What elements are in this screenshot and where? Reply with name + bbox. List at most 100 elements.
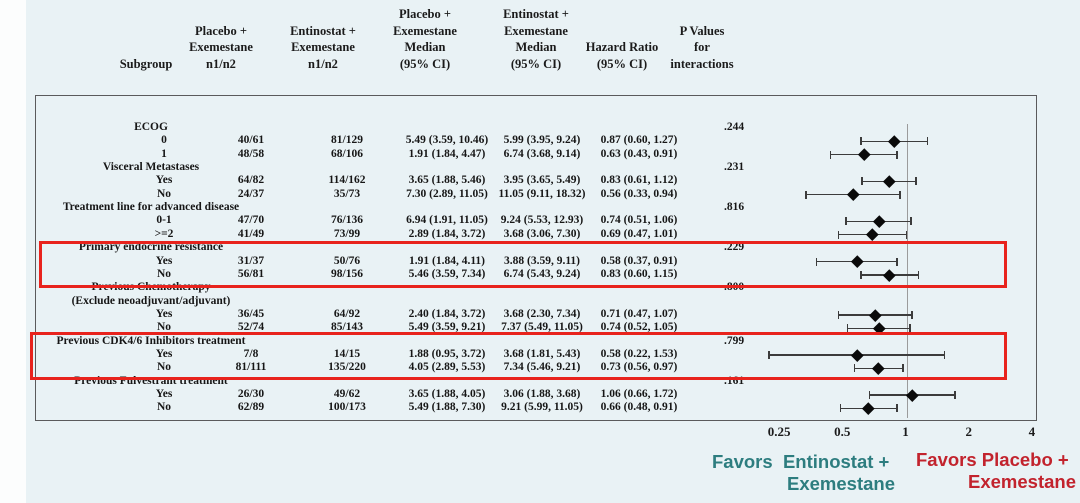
ci-cap-left — [861, 177, 864, 186]
hazard-ratio-ci: 1.06 (0.66, 1.72) — [600, 388, 678, 400]
favors-entinostat-label-line1: Favors Entinostat + — [712, 451, 890, 472]
forest-row-data: Yes 64/82 114/162 3.65 (1.88, 5.46) 3.95 (3.… — [36, 174, 1036, 188]
placebo-median-ci: 5.46 (3.59, 7.34) — [408, 267, 486, 280]
ci-cap-right — [943, 350, 946, 359]
forest-row-data: Yes 7/8 14/15 1.88 (0.95, 3.72) 3.68 (1.81, … — [36, 348, 1036, 362]
ci-cap-left — [805, 190, 807, 199]
subgroup-level-label: Yes — [155, 254, 173, 267]
p-value-interaction: .799 — [723, 334, 745, 347]
ci-cap-left — [829, 150, 832, 159]
placebo-median-ci: 1.91 (1.84, 4.47) — [408, 147, 486, 160]
column-header-hazard-ratio: Hazard Ratio (95% CI) — [585, 40, 659, 71]
entinostat-n1-n2: 14/15 — [333, 347, 361, 360]
entinostat-n1-n2: 85/143 — [331, 321, 363, 334]
ci-cap-left — [768, 350, 771, 359]
reference-line-hr-1 — [906, 124, 908, 418]
favors-entinostat-label-line2: Exemestane — [787, 473, 895, 494]
hr-diamond-marker — [858, 148, 871, 161]
hr-diamond-marker — [905, 388, 918, 402]
hr-diamond-marker — [887, 135, 900, 148]
ci-cap-right — [902, 364, 904, 373]
ci-cap-right — [917, 270, 920, 279]
placebo-n1-n2: 40/61 — [237, 134, 265, 147]
x-axis-tick-label: 1 — [902, 424, 909, 439]
forest-row-data: 0 40/61 81/129 5.49 (3.59, 10.46) 5.99 (3.95… — [36, 134, 1036, 148]
favors-placebo-label-line1: Favors Placebo + — [916, 449, 1069, 470]
entinostat-median-ci: 7.34 (5.46, 9.21) — [503, 361, 581, 374]
ci-cap-left — [837, 230, 840, 239]
placebo-median-ci: 7.30 (2.89, 11.05) — [406, 187, 488, 200]
column-header-entinostat-median: Entinostat + Exemestane Median (95% CI) — [503, 7, 569, 71]
ci-cap-right — [911, 310, 913, 319]
ci-cap-right — [896, 257, 898, 266]
entinostat-median-ci: 9.24 (5.53, 12.93) — [500, 214, 584, 227]
column-header-entinostat-n: Entinostat + Exemestane n1/n2 — [290, 23, 356, 71]
forest-row-data: 0-1 47/70 76/136 6.94 (1.91, 11.05) 9.24 (5.… — [36, 214, 1036, 228]
placebo-n1-n2: 24/37 — [237, 187, 265, 200]
p-value-interaction: .244 — [723, 121, 745, 133]
ci-cap-right — [910, 217, 912, 226]
column-header-placebo-n: Placebo + Exemestane n1/n2 — [189, 23, 253, 71]
subgroup-level-label: Yes — [155, 388, 173, 400]
hazard-ratio-ci: 0.71 (0.47, 1.07) — [600, 307, 678, 320]
placebo-median-ci: 2.40 (1.84, 3.72) — [408, 307, 486, 320]
entinostat-median-ci: 3.88 (3.59, 9.11) — [503, 254, 581, 267]
left-margin-strip — [0, 0, 26, 503]
ci-cap-right — [899, 190, 901, 199]
entinostat-n1-n2: 135/220 — [328, 361, 366, 374]
entinostat-n1-n2: 100/173 — [328, 401, 366, 414]
hr-diamond-marker — [869, 308, 882, 321]
hazard-ratio-ci: 0.73 (0.56, 0.97) — [600, 361, 678, 374]
forest-row-group: Previous CDK4/6 Inhibitors treatment .799 — [36, 335, 1036, 349]
placebo-median-ci: 1.88 (0.95, 3.72) — [408, 347, 486, 360]
placebo-median-ci: 1.91 (1.84, 4.11) — [408, 254, 486, 267]
hazard-ratio-ci: 0.69 (0.47, 1.01) — [600, 227, 678, 240]
x-axis-tick-label: 0.25 — [767, 424, 791, 439]
hr-diamond-marker — [883, 175, 896, 188]
column-header-p-values: P Values for interactions — [670, 23, 734, 71]
entinostat-median-ci: 5.99 (3.95, 9.24) — [503, 134, 581, 147]
forest-row-data: No 56/81 98/156 5.46 (3.59, 7.34) 6.74 (5.43… — [36, 268, 1036, 282]
ci-cap-left — [859, 137, 862, 146]
entinostat-median-ci: 6.74 (3.68, 9.14) — [503, 147, 581, 160]
placebo-n1-n2: 56/81 — [237, 267, 265, 280]
ci-cap-right — [909, 324, 911, 333]
entinostat-median-ci: 11.05 (9.11, 18.32) — [498, 187, 586, 200]
forest-plot-area: ECOG .244 0 40/61 81/129 5.49 (3.59, 10.46) 5.… — [35, 95, 1037, 421]
placebo-median-ci: 5.49 (1.88, 7.30) — [408, 401, 486, 414]
highlight-box-primary-endocrine-resistance — [39, 241, 1007, 288]
subgroup-level-label: No — [156, 361, 172, 374]
x-axis-tick-label: 0.5 — [834, 424, 851, 439]
entinostat-n1-n2: 68/106 — [331, 147, 363, 160]
favors-placebo-label-line2: Exemestane — [968, 471, 1076, 492]
subgroup-level-label: 0 — [161, 134, 167, 147]
placebo-n1-n2: 36/45 — [237, 307, 265, 320]
hazard-ratio-ci: 0.58 (0.37, 0.91) — [600, 254, 678, 267]
entinostat-n1-n2: 73/99 — [333, 227, 361, 240]
placebo-median-ci: 3.65 (1.88, 5.46) — [408, 174, 486, 187]
subgroup-level-label: No — [156, 267, 172, 280]
ci-cap-left — [837, 310, 840, 319]
forest-row-group: ECOG .244 — [36, 121, 1036, 135]
p-value-interaction: .231 — [723, 161, 745, 174]
placebo-median-ci: 3.65 (1.88, 4.05) — [408, 388, 486, 400]
subgroup-level-label: Yes — [155, 347, 173, 360]
hazard-ratio-ci: 0.74 (0.52, 1.05) — [600, 321, 678, 334]
hazard-ratio-ci: 0.56 (0.33, 0.94) — [600, 187, 678, 200]
hazard-ratio-ci: 0.83 (0.60, 1.15) — [600, 267, 678, 280]
ci-cap-right — [896, 150, 898, 159]
entinostat-median-ci: 3.95 (3.65, 5.49) — [503, 174, 581, 187]
subgroup-level-label: No — [156, 321, 172, 334]
hr-diamond-marker — [847, 188, 860, 201]
forest-row-data: Yes 31/37 50/76 1.91 (1.84, 4.11) 3.88 (3.59… — [36, 255, 1036, 269]
ci-cap-left — [859, 270, 862, 279]
entinostat-n1-n2: 49/62 — [333, 388, 361, 400]
forest-row-group: Primary endocrine resistance .229 — [36, 241, 1036, 255]
entinostat-n1-n2: 76/136 — [331, 214, 363, 227]
placebo-n1-n2: 64/82 — [237, 174, 265, 187]
entinostat-median-ci: 3.06 (1.88, 3.68) — [503, 388, 581, 400]
entinostat-n1-n2: 114/162 — [328, 174, 366, 187]
forest-row-group: Visceral Metastases .231 — [36, 161, 1036, 175]
placebo-n1-n2: 31/37 — [237, 254, 265, 267]
